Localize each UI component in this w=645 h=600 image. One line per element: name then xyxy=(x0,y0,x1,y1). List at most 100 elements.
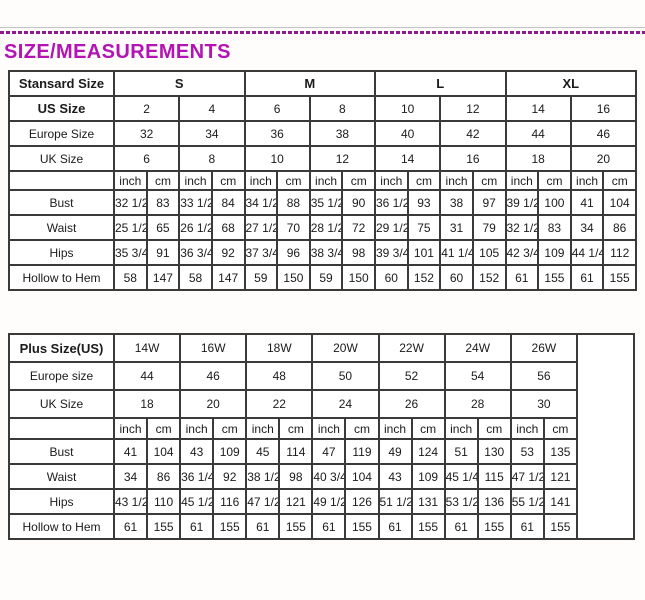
unit-cell: inch xyxy=(377,417,413,440)
measurement-cell: 109 xyxy=(212,438,248,465)
size-value-cell: 32 xyxy=(112,120,181,147)
measurement-cell: 37 3/4 xyxy=(243,239,279,266)
size-value-cell: 46 xyxy=(569,120,638,147)
size-value-cell: 24 xyxy=(311,389,380,419)
size-value-cell: 34 xyxy=(178,120,246,147)
measurement-cell: 61 xyxy=(569,264,605,291)
plus-hips-row: Hips 43 1/2 110 45 1/2 116 47 1/2 121 49 1/2 12… xyxy=(8,488,579,515)
measurement-cell: 55 1/2 xyxy=(509,488,545,515)
measurement-cell: 39 1/2 xyxy=(504,189,540,216)
row-label-hollow-to-hem: Hollow to Hem xyxy=(8,513,115,540)
measurement-cell: 38 3/4 xyxy=(308,239,344,266)
measurement-cell: 104 xyxy=(602,189,637,216)
unit-cell: inch xyxy=(374,170,409,191)
measurement-cell: 35 1/2 xyxy=(308,189,344,216)
row-label-uk-size: UK Size xyxy=(8,389,115,419)
row-label-hips: Hips xyxy=(8,239,115,266)
measurement-cell: 61 xyxy=(504,264,540,291)
measurement-cell: 150 xyxy=(276,264,311,291)
measurement-cell: 109 xyxy=(410,463,446,490)
row-label-hollow-to-hem: Hollow to Hem xyxy=(8,264,115,291)
divider-dashed xyxy=(0,31,645,34)
measurement-cell: 44 1/4 xyxy=(569,239,605,266)
unit-cell: inch xyxy=(112,417,149,440)
measurement-cell: 104 xyxy=(344,463,380,490)
measurement-cell: 86 xyxy=(146,463,182,490)
empty-column xyxy=(578,333,635,540)
measurement-cell: 119 xyxy=(344,438,380,465)
measurement-cell: 29 1/2 xyxy=(374,214,409,241)
size-group-cell: 16W xyxy=(179,333,248,363)
measurement-cell: 34 xyxy=(112,463,149,490)
measurement-cell: 135 xyxy=(542,438,579,465)
measurement-cell: 112 xyxy=(602,239,637,266)
row-label-bust: Bust xyxy=(8,189,115,216)
measurement-cell: 31 xyxy=(439,214,474,241)
row-label-uk-size: UK Size xyxy=(8,145,115,172)
measurement-cell: 61 xyxy=(377,513,413,540)
size-group-cell: 20W xyxy=(311,333,380,363)
measurement-cell: 93 xyxy=(406,189,442,216)
unit-cell: cm xyxy=(278,417,314,440)
measurement-cell: 86 xyxy=(602,214,637,241)
measurement-cell: 68 xyxy=(210,214,246,241)
measurement-cell: 38 1/2 xyxy=(245,463,281,490)
measurement-cell: 126 xyxy=(344,488,380,515)
measurement-cell: 91 xyxy=(145,239,181,266)
row-label-europe-size: Europe Size xyxy=(8,120,115,147)
size-value-cell: 20 xyxy=(569,145,638,172)
size-group-cell: M xyxy=(243,70,376,97)
measurement-cell: 58 xyxy=(113,264,148,291)
measurement-cell: 61 xyxy=(443,513,479,540)
unit-cell: inch xyxy=(439,170,474,191)
measurement-cell: 33 1/2 xyxy=(178,189,213,216)
measurement-cell: 51 1/2 xyxy=(377,488,413,515)
size-value-cell: 48 xyxy=(245,361,314,391)
size-value-cell: 20 xyxy=(179,389,248,419)
measurement-cell: 59 xyxy=(243,264,279,291)
size-value-cell: 44 xyxy=(504,120,572,147)
measurement-cell: 34 xyxy=(569,214,605,241)
measurement-cell: 92 xyxy=(212,463,248,490)
measurement-cell: 36 3/4 xyxy=(178,239,213,266)
measurement-cell: 97 xyxy=(471,189,507,216)
measurement-cell: 141 xyxy=(542,488,579,515)
measurement-cell: 59 xyxy=(308,264,344,291)
measurement-cell: 114 xyxy=(278,438,314,465)
measurement-cell: 83 xyxy=(145,189,181,216)
measurement-cell: 155 xyxy=(146,513,182,540)
measurement-cell: 155 xyxy=(278,513,314,540)
size-value-cell: 18 xyxy=(504,145,572,172)
measurement-cell: 155 xyxy=(476,513,512,540)
measurement-cell: 38 xyxy=(439,189,474,216)
measurement-cell: 28 1/2 xyxy=(308,214,344,241)
size-value-cell: 16 xyxy=(439,145,507,172)
waist-row: Waist 25 1/2 65 26 1/2 68 27 1/2 70 28 1/2 72 29… xyxy=(8,214,637,241)
measurement-cell: 34 1/2 xyxy=(243,189,279,216)
measurement-cell: 32 1/2 xyxy=(113,189,148,216)
measurement-cell: 43 xyxy=(179,438,215,465)
measurement-cell: 61 xyxy=(179,513,215,540)
measurement-cell: 96 xyxy=(276,239,311,266)
unit-row-corner xyxy=(8,170,115,191)
row-label-waist: Waist xyxy=(8,214,115,241)
unit-cell: cm xyxy=(471,170,507,191)
size-value-cell: 44 xyxy=(112,361,182,391)
measurement-cell: 100 xyxy=(537,189,572,216)
unit-cell: cm xyxy=(341,170,376,191)
size-value-cell: 14 xyxy=(373,145,442,172)
measurement-cell: 45 1/4 xyxy=(443,463,479,490)
measurement-cell: 121 xyxy=(278,488,314,515)
measurement-cell: 155 xyxy=(542,513,579,540)
size-value-cell: 38 xyxy=(308,120,377,147)
size-group-cell: 22W xyxy=(377,333,446,363)
size-value-cell: 10 xyxy=(243,145,311,172)
measurement-cell: 43 xyxy=(377,463,413,490)
bust-row: Bust 32 1/2 83 33 1/2 84 34 1/2 88 35 1/2 90 36 … xyxy=(8,189,637,216)
hips-row: Hips 35 3/4 91 36 3/4 92 37 3/4 96 38 3/4 98 39 … xyxy=(8,239,637,266)
unit-cell: inch xyxy=(178,170,213,191)
size-value-cell: 30 xyxy=(509,389,579,419)
size-value-cell: 52 xyxy=(377,361,446,391)
size-value-cell: 6 xyxy=(243,95,311,122)
measurement-cell: 88 xyxy=(276,189,311,216)
